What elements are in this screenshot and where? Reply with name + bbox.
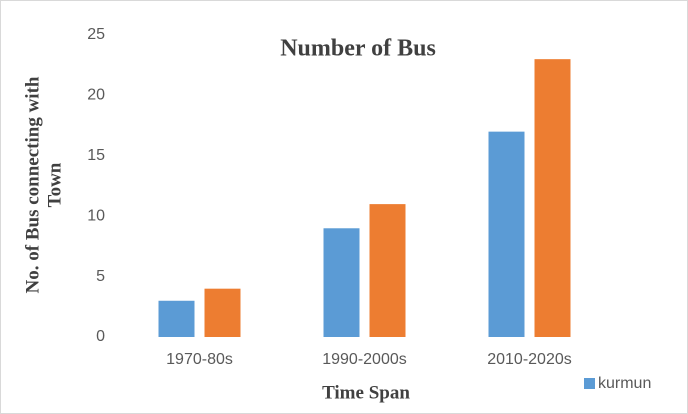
legend-label: kurmun bbox=[598, 375, 651, 392]
bar bbox=[323, 228, 360, 337]
bar bbox=[158, 300, 195, 337]
x-tick-label: 2010-2020s bbox=[487, 351, 572, 368]
chart-title: Number of Bus bbox=[280, 36, 436, 62]
bar bbox=[534, 59, 571, 337]
y-tick-label: 10 bbox=[87, 207, 105, 224]
y-tick-label: 25 bbox=[87, 26, 105, 43]
y-axis-label: Town bbox=[44, 162, 65, 207]
x-axis-label: Time Span bbox=[322, 382, 410, 403]
x-tick-label: 1990-2000s bbox=[322, 351, 407, 368]
x-tick-label: 1970-80s bbox=[166, 351, 233, 368]
y-tick-label: 15 bbox=[87, 147, 105, 164]
y-tick-label: 5 bbox=[96, 268, 105, 285]
bar bbox=[204, 288, 241, 337]
y-axis-label: No. of Bus connecting with bbox=[22, 76, 43, 293]
bar bbox=[369, 204, 406, 337]
legend-swatch bbox=[584, 378, 595, 389]
y-tick-label: 0 bbox=[96, 328, 105, 345]
y-tick-label: 20 bbox=[87, 87, 105, 104]
bar bbox=[488, 131, 525, 337]
